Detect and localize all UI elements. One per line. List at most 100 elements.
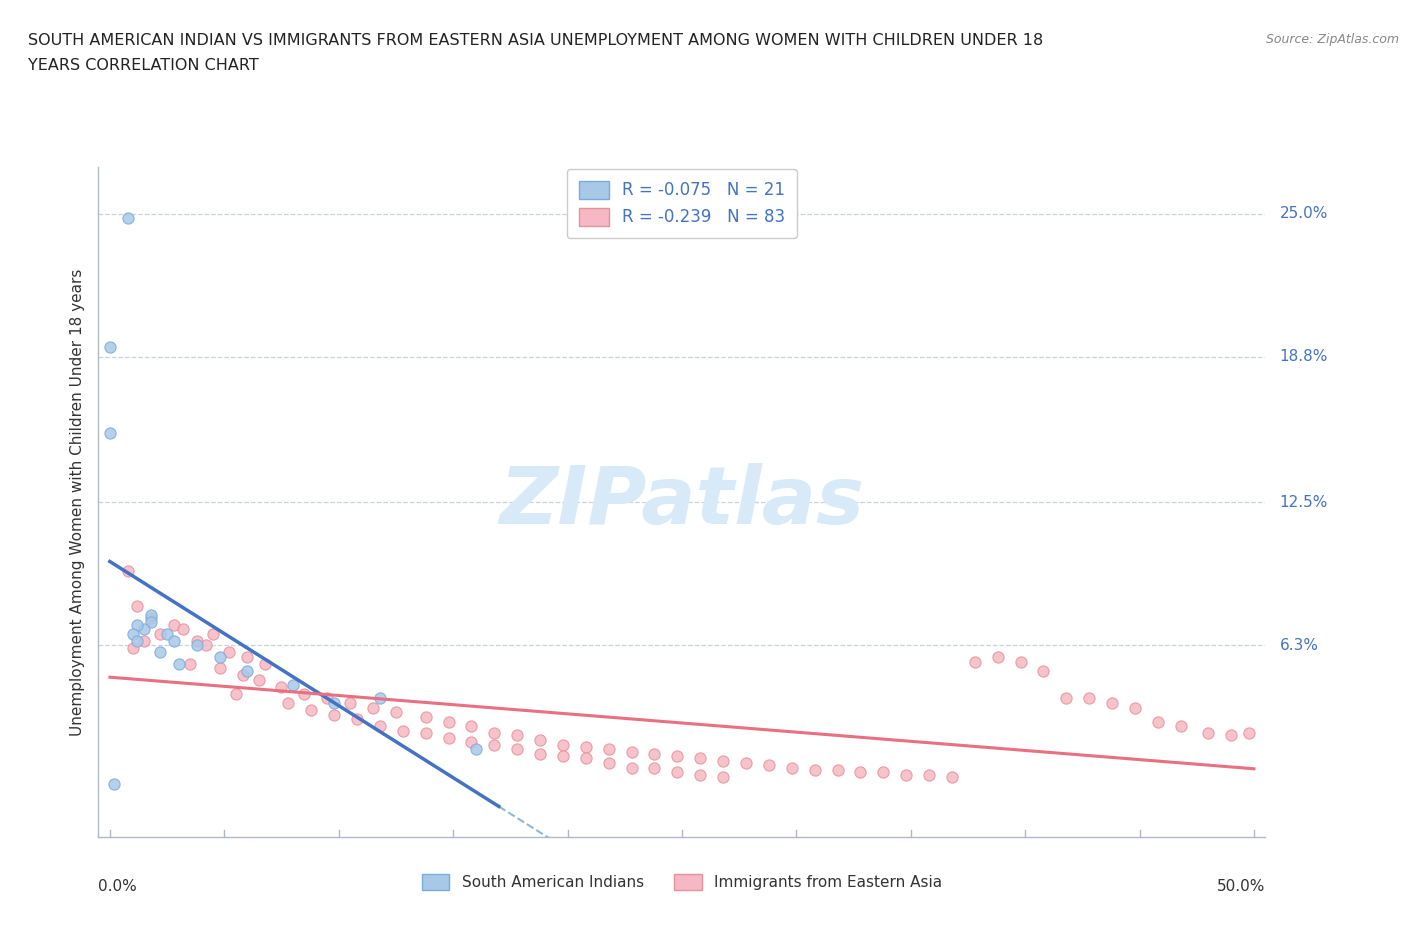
Point: [270, 680, 292, 695]
Point: [236, 663, 259, 678]
Point: [339, 696, 361, 711]
Point: [98, 426, 121, 441]
Point: [1197, 725, 1219, 740]
Point: [1239, 725, 1261, 740]
Point: [551, 749, 574, 764]
Point: [666, 749, 689, 764]
Point: [277, 696, 299, 711]
Point: [385, 705, 408, 720]
Point: [918, 767, 941, 782]
Text: 25.0%: 25.0%: [1279, 206, 1327, 221]
Point: [551, 737, 574, 752]
Point: [575, 751, 598, 766]
Point: [1078, 691, 1101, 706]
Point: [872, 764, 894, 779]
Point: [208, 661, 231, 676]
Point: [163, 618, 186, 632]
Point: [361, 700, 384, 715]
Point: [620, 744, 643, 759]
Text: 0.0%: 0.0%: [98, 879, 138, 894]
Point: [803, 763, 825, 777]
Point: [1010, 654, 1032, 669]
Point: [1123, 700, 1146, 715]
Point: [437, 714, 460, 729]
Point: [103, 777, 125, 791]
Point: [323, 707, 346, 722]
Point: [254, 657, 277, 671]
Point: [758, 758, 780, 773]
Point: [127, 633, 149, 648]
Point: [149, 627, 172, 642]
Point: [186, 638, 208, 653]
Point: [963, 654, 986, 669]
Point: [529, 733, 551, 748]
Point: [163, 633, 186, 648]
Point: [711, 769, 734, 784]
Point: [506, 742, 529, 757]
Text: YEARS CORRELATION CHART: YEARS CORRELATION CHART: [28, 58, 259, 73]
Point: [598, 756, 620, 771]
Point: [134, 622, 156, 637]
Point: [780, 761, 803, 776]
Point: [1147, 714, 1170, 729]
Point: [323, 696, 346, 711]
Point: [1170, 719, 1192, 734]
Point: [194, 638, 217, 653]
Point: [598, 742, 620, 757]
Point: [1032, 663, 1054, 678]
Point: [127, 618, 149, 632]
Point: [465, 742, 488, 757]
Text: 50.0%: 50.0%: [1218, 879, 1265, 894]
Point: [156, 627, 179, 642]
Point: [167, 657, 190, 671]
Point: [149, 644, 172, 659]
Point: [236, 649, 259, 664]
Point: [849, 764, 872, 779]
Point: [281, 677, 304, 692]
Point: [232, 668, 254, 683]
Text: 6.3%: 6.3%: [1279, 638, 1319, 653]
Point: [134, 633, 156, 648]
Point: [117, 564, 139, 578]
Point: [292, 686, 315, 701]
Point: [208, 649, 231, 664]
Point: [179, 657, 201, 671]
Text: SOUTH AMERICAN INDIAN VS IMMIGRANTS FROM EASTERN ASIA UNEMPLOYMENT AMONG WOMEN W: SOUTH AMERICAN INDIAN VS IMMIGRANTS FROM…: [28, 33, 1043, 47]
Point: [139, 615, 162, 630]
Point: [1101, 696, 1123, 711]
Point: [941, 769, 963, 784]
Point: [299, 702, 322, 717]
Point: [575, 739, 598, 754]
Point: [894, 767, 917, 782]
Point: [391, 724, 413, 738]
Legend: South American Indians, Immigrants from Eastern Asia: South American Indians, Immigrants from …: [416, 868, 948, 897]
Point: [484, 725, 506, 740]
Point: [316, 691, 339, 706]
Point: [172, 622, 194, 637]
Text: ZIPatlas: ZIPatlas: [499, 463, 865, 541]
Point: [186, 633, 208, 648]
Point: [98, 340, 121, 355]
Point: [139, 610, 162, 625]
Point: [127, 599, 149, 614]
Point: [620, 761, 643, 776]
Point: [1220, 728, 1243, 743]
Point: [735, 756, 758, 771]
Point: [689, 751, 711, 766]
Point: [1054, 691, 1077, 706]
Text: 12.5%: 12.5%: [1279, 495, 1327, 510]
Point: [643, 747, 665, 762]
Point: [484, 737, 506, 752]
Point: [139, 608, 162, 623]
Y-axis label: Unemployment Among Women with Children Under 18 years: Unemployment Among Women with Children U…: [69, 269, 84, 736]
Point: [201, 627, 224, 642]
Point: [346, 711, 368, 726]
Point: [437, 730, 460, 745]
Point: [368, 719, 391, 734]
Point: [506, 728, 529, 743]
Point: [415, 725, 437, 740]
Point: [987, 649, 1010, 664]
Point: [121, 627, 143, 642]
Point: [460, 719, 482, 734]
Point: [711, 753, 734, 768]
